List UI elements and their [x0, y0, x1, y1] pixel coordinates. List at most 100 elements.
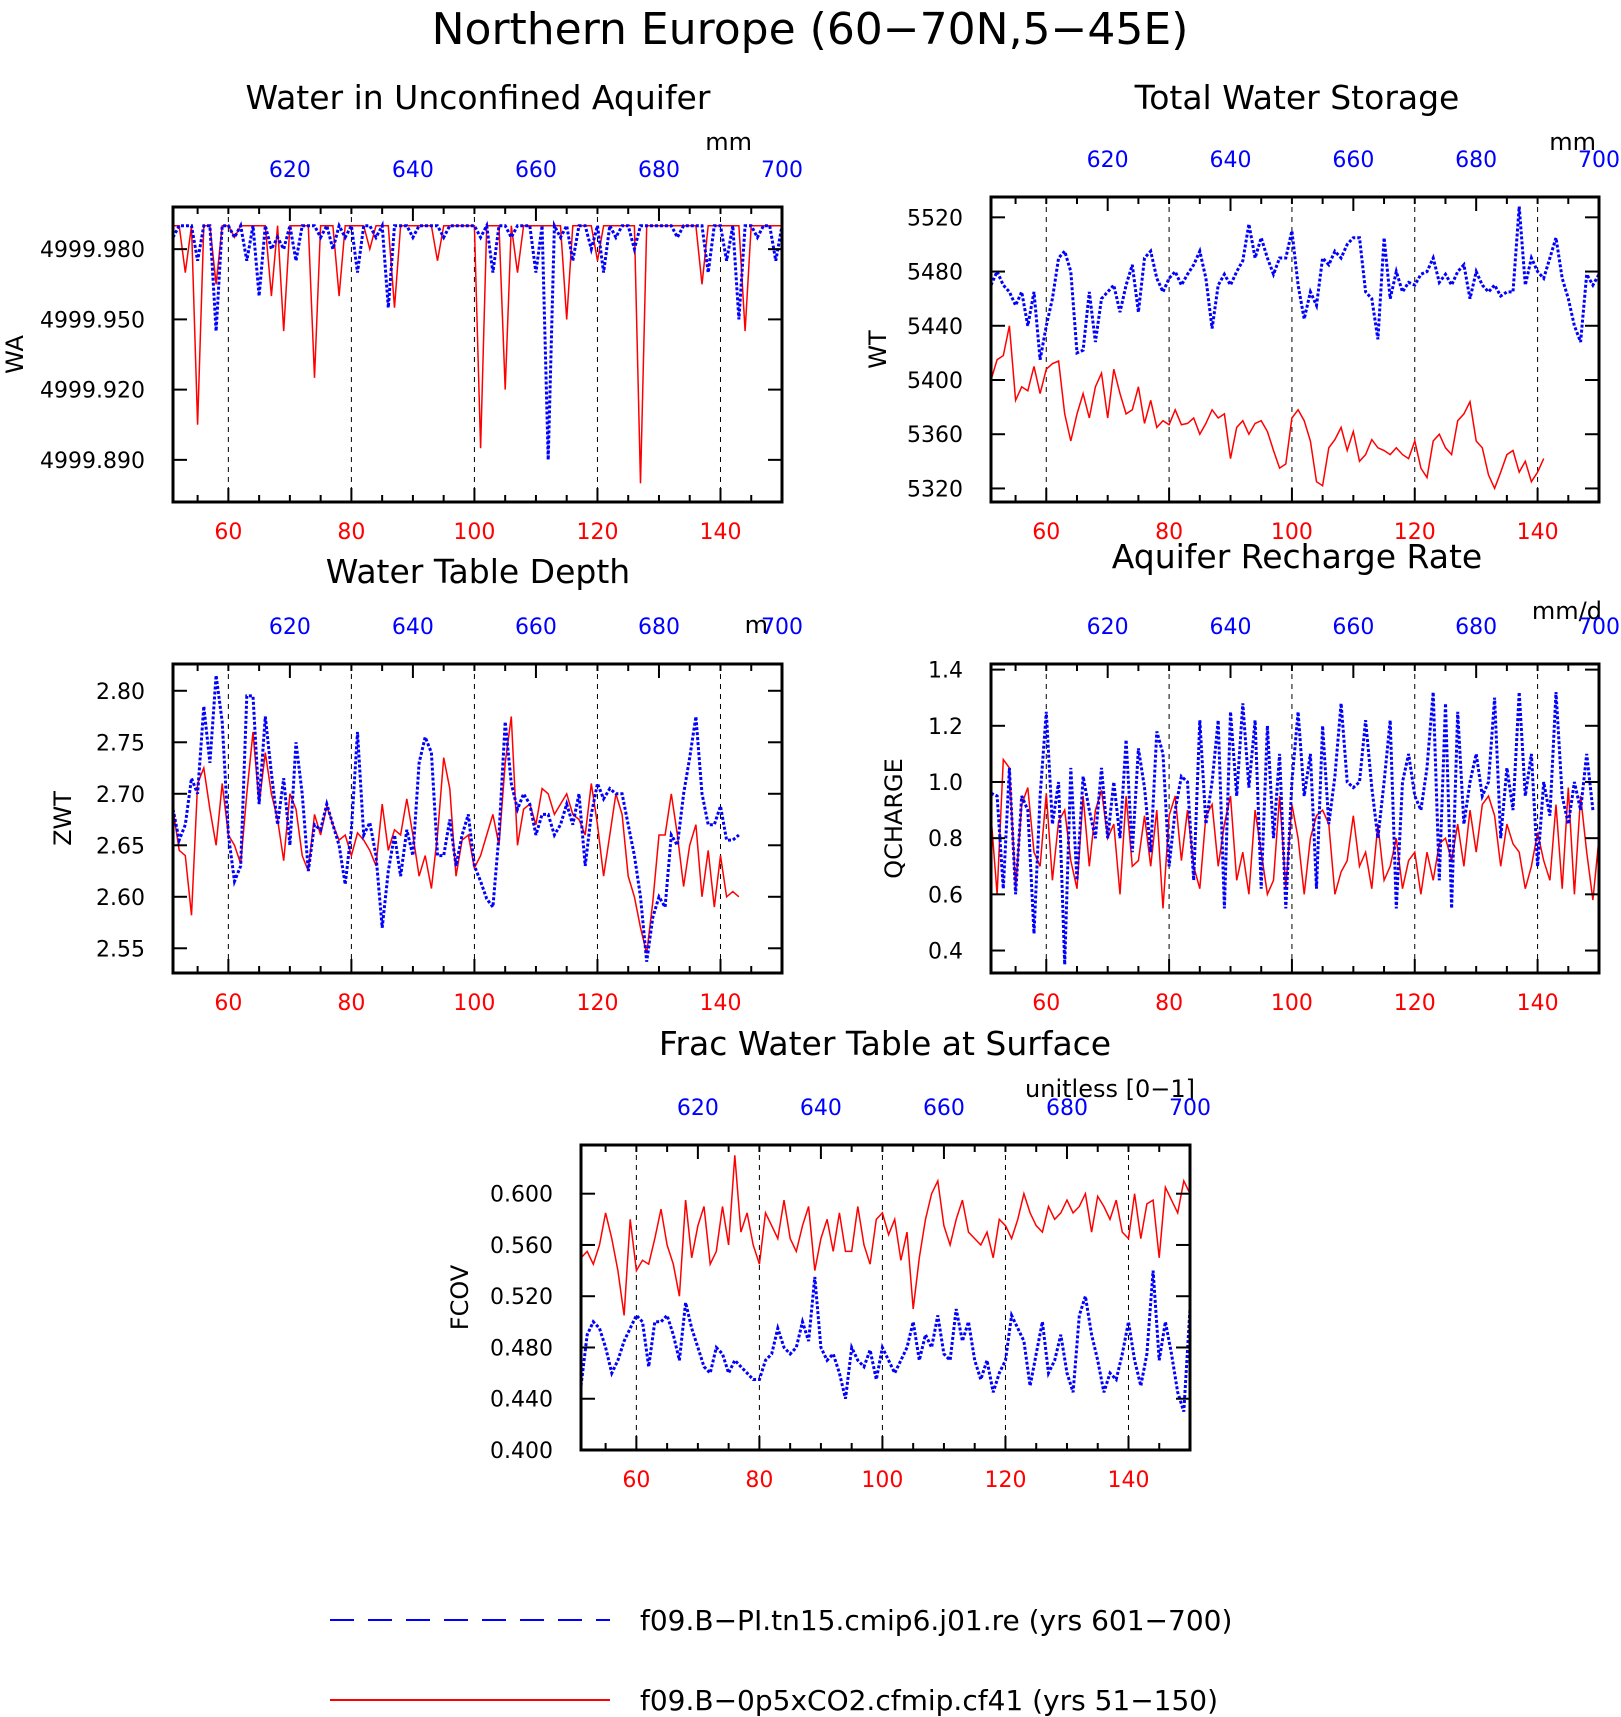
- chart-units: mm/d: [1532, 597, 1602, 625]
- series-line-red: [173, 716, 740, 954]
- chart-units: mm: [705, 128, 752, 156]
- x-tick-label: 80: [337, 520, 365, 545]
- x-tick-label: 80: [745, 1468, 773, 1493]
- x-top-tick-label: 640: [1210, 148, 1252, 173]
- y-tick-label: 4999.980: [40, 238, 145, 263]
- y-tick-label: 1.2: [928, 715, 963, 740]
- plot-frame: [989, 662, 1601, 975]
- x-top-tick-label: 680: [1046, 1096, 1088, 1121]
- x-top-tick-label: 700: [761, 615, 803, 640]
- y-axis-label: ZWT: [49, 791, 77, 846]
- x-top-tick-label: 620: [677, 1096, 719, 1121]
- x-top-tick-label: 640: [800, 1096, 842, 1121]
- y-tick-label: 5400: [907, 369, 963, 394]
- series-line-blue: [581, 1270, 1190, 1413]
- legend-blue-label: f09.B−PI.tn15.cmip6.j01.re (yrs 601−700): [640, 1604, 1232, 1637]
- x-top-tick-label: 680: [1455, 148, 1497, 173]
- y-tick-label: 0.400: [490, 1439, 553, 1464]
- y-axis-label: WA: [1, 335, 29, 374]
- page-title: Northern Europe (60−70N,5−45E): [432, 4, 1189, 55]
- x-tick-label: 80: [337, 991, 365, 1016]
- y-tick-label: 4999.950: [40, 308, 145, 333]
- series-line-blue: [173, 675, 740, 962]
- x-tick-label: 60: [1032, 991, 1060, 1016]
- y-tick-label: 1.4: [928, 659, 963, 684]
- x-top-tick-label: 660: [923, 1096, 965, 1121]
- chart-title: Aquifer Recharge Rate: [1112, 537, 1482, 576]
- y-tick-label: 0.440: [490, 1388, 553, 1413]
- x-top-tick-label: 660: [515, 615, 557, 640]
- legend: f09.B−PI.tn15.cmip6.j01.re (yrs 601−700)…: [330, 1604, 1232, 1717]
- x-top-tick-label: 680: [638, 615, 680, 640]
- x-top-tick-label: 660: [1332, 615, 1374, 640]
- y-tick-label: 0.560: [490, 1234, 553, 1259]
- series-line-red: [581, 1155, 1190, 1316]
- chart-title: Water Table Depth: [326, 552, 630, 591]
- x-top-tick-label: 640: [1210, 615, 1252, 640]
- y-tick-label: 0.600: [490, 1183, 553, 1208]
- x-tick-label: 120: [576, 991, 618, 1016]
- x-top-tick-label: 620: [269, 615, 311, 640]
- series-line-red: [173, 224, 782, 484]
- x-top-tick-label: 660: [1332, 148, 1374, 173]
- x-tick-label: 120: [1394, 991, 1436, 1016]
- y-axis-label: FCOV: [446, 1264, 474, 1330]
- chart-title: Total Water Storage: [1134, 78, 1460, 117]
- chart-panel: Water Table Depth m 60 80 100 120 140 620 640 660…: [49, 552, 803, 1016]
- x-tick-label: 120: [984, 1468, 1026, 1493]
- x-tick-label: 140: [699, 520, 741, 545]
- y-axis-label: WT: [864, 330, 892, 369]
- x-tick-label: 140: [1107, 1468, 1149, 1493]
- y-tick-label: 2.70: [96, 783, 145, 808]
- series-line-red: [991, 325, 1545, 491]
- y-tick-label: 0.520: [490, 1285, 553, 1310]
- x-tick-label: 100: [453, 520, 495, 545]
- x-top-tick-label: 700: [1578, 148, 1620, 173]
- series-line-blue: [991, 206, 1599, 360]
- series-line-red: [991, 757, 1599, 909]
- y-tick-label: 4999.920: [40, 379, 145, 404]
- chart-panel: Water in Unconfined Aquifer mm 60 80 100 120 1…: [1, 78, 803, 545]
- x-top-tick-label: 640: [392, 615, 434, 640]
- y-tick-label: 2.75: [96, 731, 145, 756]
- plot-frame: [171, 662, 784, 975]
- y-tick-label: 0.480: [490, 1336, 553, 1361]
- y-axis-label: QCHARGE: [880, 758, 908, 879]
- x-tick-label: 120: [576, 520, 618, 545]
- chart-panel: Frac Water Table at Surface unitless [0−1…: [446, 1024, 1211, 1493]
- x-top-tick-label: 700: [761, 158, 803, 183]
- x-tick-label: 120: [1394, 520, 1436, 545]
- x-tick-label: 80: [1155, 991, 1183, 1016]
- x-tick-label: 100: [861, 1468, 903, 1493]
- y-tick-label: 2.60: [96, 886, 145, 911]
- x-top-tick-label: 680: [638, 158, 680, 183]
- y-tick-label: 5440: [907, 315, 963, 340]
- plot-frame: [579, 1143, 1192, 1452]
- x-tick-label: 100: [453, 991, 495, 1016]
- x-tick-label: 140: [699, 991, 741, 1016]
- y-tick-label: 0.4: [928, 940, 963, 965]
- x-tick-label: 60: [1032, 520, 1060, 545]
- x-tick-label: 100: [1271, 520, 1313, 545]
- y-tick-label: 5360: [907, 423, 963, 448]
- x-top-tick-label: 680: [1455, 615, 1497, 640]
- x-top-tick-label: 700: [1169, 1096, 1211, 1121]
- x-tick-label: 60: [622, 1468, 650, 1493]
- plot-frame: [989, 195, 1601, 504]
- chart-panel: Aquifer Recharge Rate mm/d 60 80 100 120 140 62…: [880, 537, 1620, 1016]
- y-tick-label: 0.6: [928, 883, 963, 908]
- x-top-tick-label: 620: [269, 158, 311, 183]
- chart-title: Water in Unconfined Aquifer: [246, 78, 711, 117]
- x-tick-label: 80: [1155, 520, 1183, 545]
- chart-units: unitless [0−1]: [1025, 1075, 1195, 1103]
- chart-title: Frac Water Table at Surface: [659, 1024, 1111, 1063]
- x-top-tick-label: 620: [1087, 615, 1129, 640]
- x-top-tick-label: 700: [1578, 615, 1620, 640]
- y-tick-label: 0.8: [928, 827, 963, 852]
- series-line-blue: [991, 691, 1595, 965]
- x-tick-label: 60: [214, 520, 242, 545]
- x-tick-label: 140: [1517, 991, 1559, 1016]
- x-top-tick-label: 640: [392, 158, 434, 183]
- y-tick-label: 2.65: [96, 834, 145, 859]
